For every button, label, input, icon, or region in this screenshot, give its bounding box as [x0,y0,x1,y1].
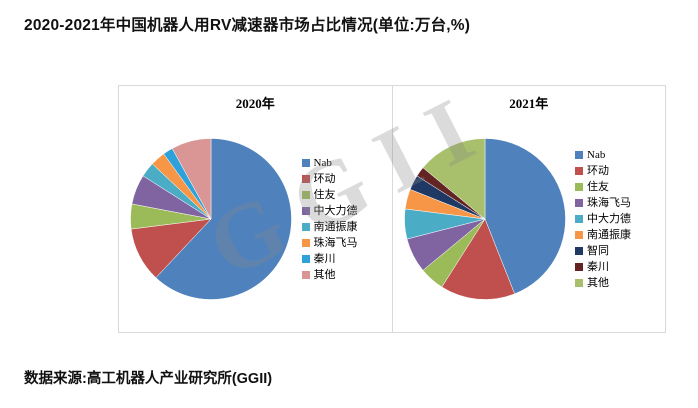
legend-swatch [575,183,583,191]
legend-item: 秦川 [301,252,388,266]
pie-panel-2021: 2021年 Nab 环动住友珠海飞马中大力德南通振康智同秦川其他 [391,86,666,332]
legend-label: 住友 [313,188,336,201]
legend-label: 珠海飞马 [313,236,358,249]
legend-label: 中大力德 [587,212,631,225]
legend-swatch [575,263,583,271]
pie-slice [441,218,515,300]
legend-label: 其他 [313,268,336,281]
legend-item: 智同 [575,245,661,258]
legend-swatch [575,231,583,239]
legend-swatch [301,255,310,263]
legend-item: 南通振康 [575,229,661,242]
data-source-text: 数据来源:高工机器人产业研究所(GGII) [24,371,273,387]
pie-body-2021: Nab 环动住友珠海飞马中大力德南通振康智同秦川其他 [395,112,664,326]
legend-item: 环动 [301,172,388,186]
page-title: 2020-2021年中国机器人用RV减速器市场占比情况(单位:万台,%) [24,17,471,34]
legend-swatch [575,279,583,287]
legend-label: 中大力德 [313,204,358,217]
legend-item: 住友 [575,181,661,194]
legend-item: 南通振康 [301,220,388,234]
legend-swatch [301,223,310,231]
legend-swatch [575,247,583,255]
pie-svg-2020 [130,138,293,300]
legend-label: 环动 [587,164,609,177]
legend-label: 环动 [313,172,336,185]
legend-label: Nab [587,148,606,161]
legend-item: 中大力德 [575,213,661,226]
legend-swatch [575,167,583,175]
legend-item: 秦川 [575,261,661,274]
legend-2020: Nab 环动住友中大力德南通振康珠海飞马秦川其他 [301,156,390,282]
legend-item: 环动 [575,165,661,178]
legend-swatch [301,207,310,215]
pie-slice [484,138,566,295]
legend-swatch [301,239,310,247]
legend-swatch [575,215,583,223]
pie-chart-2021 [395,136,576,302]
legend-label: 秦川 [313,252,336,265]
legend-label: 南通振康 [587,228,631,241]
legend-item: 其他 [301,268,388,282]
legend-swatch [301,271,310,279]
pie-chart-2020 [121,136,302,302]
legend-label: 其他 [587,276,609,289]
legend-label: Nab [313,156,332,169]
pie-title-2020: 2020年 [235,96,275,111]
pie-slice [422,138,485,220]
legend-item: Nab [575,149,661,162]
pie-slice [155,138,293,300]
legend-label: 秦川 [587,260,609,273]
legend-item: 珠海飞马 [301,236,388,250]
legend-label: 南通振康 [313,220,358,233]
pie-slice [172,138,212,220]
legend-swatch [301,191,310,199]
legend-item: 珠海飞马 [575,197,661,210]
legend-2021: Nab 环动住友珠海飞马中大力德南通振康智同秦川其他 [575,149,663,290]
legend-item: Nab [301,156,388,170]
legend-swatch [301,175,310,183]
pie-panel-2020: 2020年 Nab 环动住友中大力德南通振康珠海飞马秦川其他 [119,86,392,332]
legend-label: 智同 [587,244,609,257]
legend-label: 住友 [587,180,609,193]
chart-area: 2020年 Nab 环动 住友 中大力德 南通振康 珠海飞马 秦川 其他 2021年 Nab 环… [118,85,666,333]
legend-swatch [575,151,583,159]
legend-item: 其他 [575,277,661,290]
legend-item: 住友 [301,188,388,202]
legend-label: 珠海飞马 [587,196,631,209]
legend-swatch [575,199,583,207]
pie-svg-2021 [404,138,566,300]
legend-item: 中大力德 [301,204,388,218]
legend-swatch [301,159,310,167]
pie-body-2020: Nab 环动住友中大力德南通振康珠海飞马秦川其他 [121,112,390,326]
pie-title-2021: 2021年 [509,96,549,111]
